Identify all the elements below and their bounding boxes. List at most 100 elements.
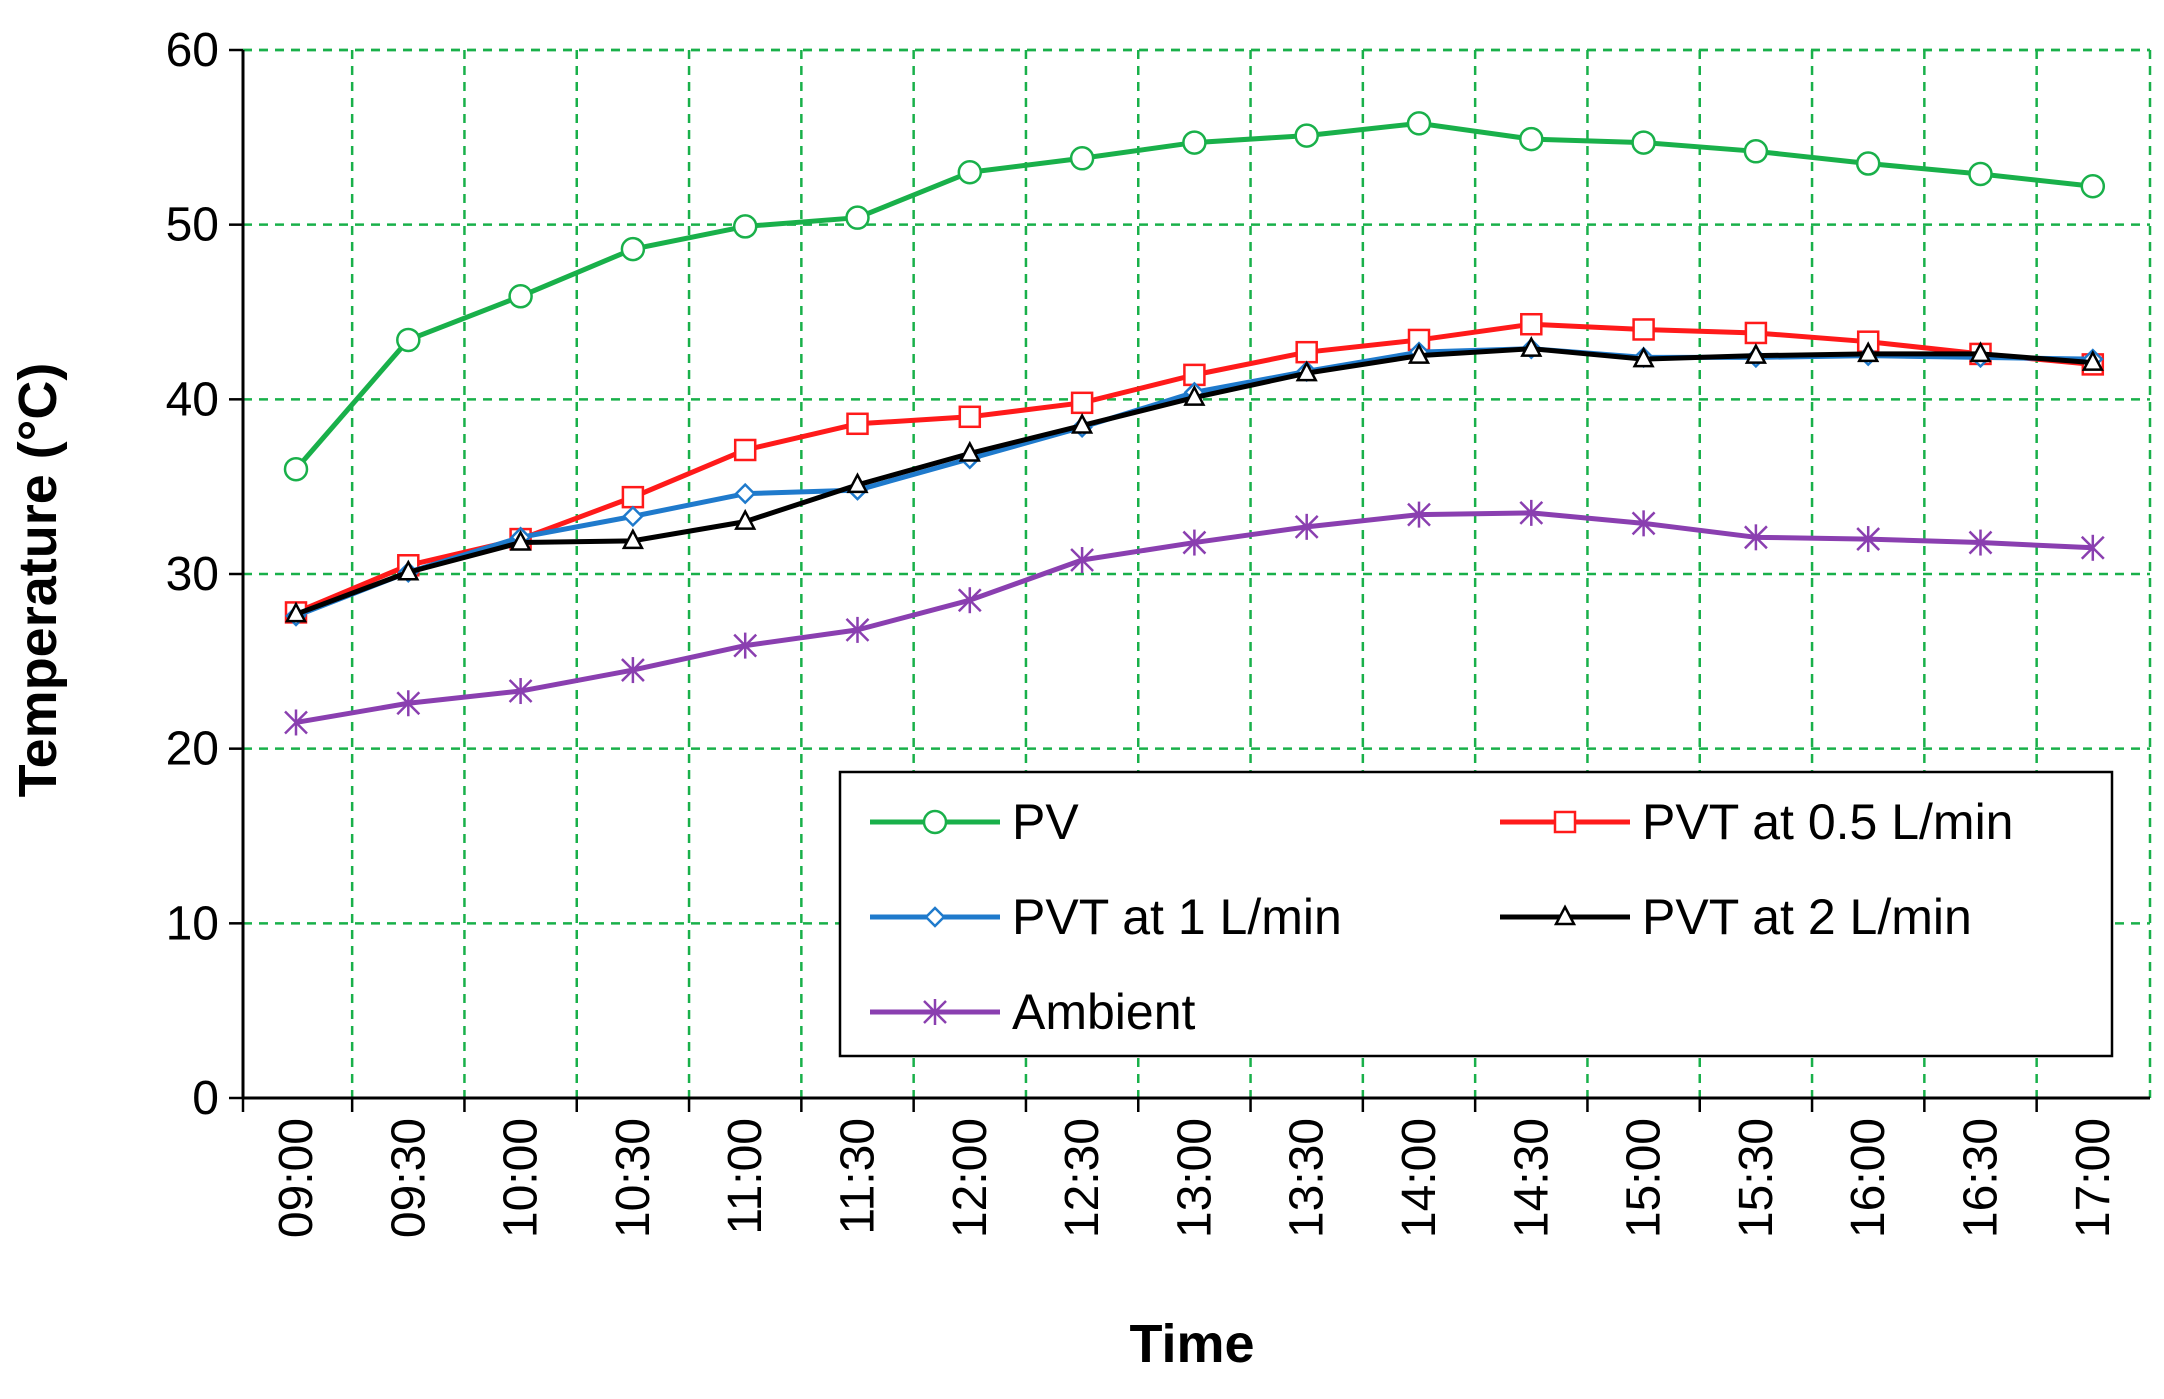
point-pv-6 [957,160,983,185]
point-pvt-at-1-l-min-4 [734,482,756,505]
point-pvt-at-2-l-min-5 [846,472,869,494]
x-tick-label-11:30: 11:30 [832,1118,885,1235]
point-pv-8 [1182,130,1207,155]
legend-marker-pvt-at-1-l-min [924,906,946,928]
point-pvt-at-0-5-l-min-13 [1744,321,1768,345]
point-pvt-at-2-l-min-12 [1632,346,1655,368]
point-pv-4 [732,214,758,239]
point-pvt-at-2-l-min-3 [621,528,644,550]
point-ambient-3 [621,657,645,684]
point-pvt-at-2-l-min-1 [397,559,420,581]
y-tick-label-0: 0 [192,1072,219,1125]
point-pv-3 [620,236,646,262]
point-ambient-5 [845,616,870,643]
x-tick-label-16:30: 16:30 [1955,1118,2008,1238]
x-tick-label-15:00: 15:00 [1618,1118,1671,1238]
x-tick-label-13:00: 13:00 [1168,1118,1221,1238]
point-pv-5 [845,205,870,230]
point-pv-11 [1519,126,1544,152]
point-ambient-12 [1631,510,1656,537]
point-pvt-at-2-l-min-7 [1071,412,1094,434]
point-pvt-at-2-l-min-9 [1295,360,1318,382]
point-pv-9 [1294,123,1319,148]
legend-label-pvt-at-0-5-l-min: PVT at 0.5 L/min [1642,794,2013,850]
point-pvt-at-2-l-min-13 [1744,342,1767,364]
point-pvt-at-2-l-min-2 [509,529,532,551]
point-pvt-at-2-l-min-6 [958,440,981,462]
point-ambient-8 [1182,529,1207,556]
y-tick-label-40: 40 [166,373,219,426]
x-tick-label-15:30: 15:30 [1730,1118,1783,1238]
y-tick-label-50: 50 [166,199,219,252]
x-tick-label-14:00: 14:00 [1393,1118,1446,1238]
point-pvt-at-2-l-min-10 [1407,342,1431,364]
point-pv-16 [2080,173,2106,199]
point-pv-0 [283,456,309,482]
series-lines [283,111,2106,736]
x-tick-label-14:30: 14:30 [1505,1118,1558,1238]
x-tick-label-16:00: 16:00 [1842,1118,1895,1238]
legend-label-ambient: Ambient [1012,984,1196,1040]
point-pvt-at-2-l-min-8 [1183,384,1206,406]
point-pv-1 [396,327,421,353]
y-tick-label-30: 30 [166,548,219,601]
tick-labels: 0 10 20 30 40 50 60 09:00 09:30 10:00 10:30 11:00 11… [166,24,2120,1238]
point-pv-2 [508,284,533,309]
point-ambient-14 [1856,526,1881,553]
point-pvt-at-0-5-l-min-11 [1520,312,1543,336]
point-ambient-9 [1294,513,1319,540]
axes [229,48,2150,1112]
legend-box [838,770,2114,1058]
point-pvt-at-2-l-min-15 [1969,341,1992,363]
point-pvt-at-2-l-min-4 [734,508,757,530]
legend-marker-ambient [923,999,947,1025]
point-ambient-2 [508,678,533,705]
point-pv-14 [1855,151,1881,176]
point-ambient-6 [957,587,982,614]
point-ambient-10 [1407,501,1431,528]
point-ambient-0 [284,709,308,736]
x-tick-label-09:00: 09:00 [270,1118,323,1238]
point-pvt-at-0-5-l-min-3 [621,485,645,509]
y-tick-label-10: 10 [166,897,219,950]
point-ambient-4 [733,632,758,659]
y-axis-title: Temperature (°C) [8,363,68,798]
point-pv-12 [1631,130,1656,155]
legend-label-pvt-at-2-l-min: PVT at 2 L/min [1642,889,1972,945]
legend-label-pv: PV [1012,794,1079,850]
x-tick-label-12:00: 12:00 [944,1118,997,1238]
y-tick-label-60: 60 [166,24,219,77]
point-pvt-at-0-5-l-min-6 [958,405,982,429]
point-pvt-at-0-5-l-min-7 [1070,391,1094,415]
x-axis-title: Time [1129,1314,1254,1374]
point-pv-10 [1406,111,1432,136]
point-pvt-at-2-l-min-16 [2081,349,2104,371]
x-tick-label-10:30: 10:30 [607,1118,660,1238]
point-pvt-at-2-l-min-0 [284,601,308,623]
point-pvt-at-0-5-l-min-9 [1295,340,1318,364]
x-tick-label-12:30: 12:30 [1056,1118,1109,1238]
point-pv-13 [1743,139,1769,164]
point-ambient-16 [2080,534,2105,561]
legend-marker-pv [922,809,948,835]
point-ambient-7 [1070,547,1094,574]
point-ambient-13 [1744,524,1768,551]
point-pvt-at-0-5-l-min-5 [846,412,869,436]
y-tick-label-20: 20 [166,723,219,776]
x-tick-label-09:30: 09:30 [382,1118,435,1238]
point-pvt-at-1-l-min-3 [622,505,644,528]
point-pvt-at-0-5-l-min-4 [733,438,757,462]
point-ambient-1 [396,690,421,717]
legend: PV PVT at 0.5 L/min PVT at 1 L/min PVT at 2… [838,770,2114,1058]
point-pv-15 [1968,161,1993,187]
point-pvt-at-2-l-min-11 [1520,336,1543,357]
legend-marker-pvt-at-2-l-min [1553,904,1577,926]
x-tick-label-10:00: 10:00 [495,1118,548,1238]
legend-label-pvt-at-1-l-min: PVT at 1 L/min [1012,889,1342,945]
point-ambient-15 [1968,529,1993,556]
point-pv-7 [1069,146,1095,171]
x-tick-label-13:30: 13:30 [1281,1118,1334,1238]
point-ambient-11 [1519,499,1544,526]
